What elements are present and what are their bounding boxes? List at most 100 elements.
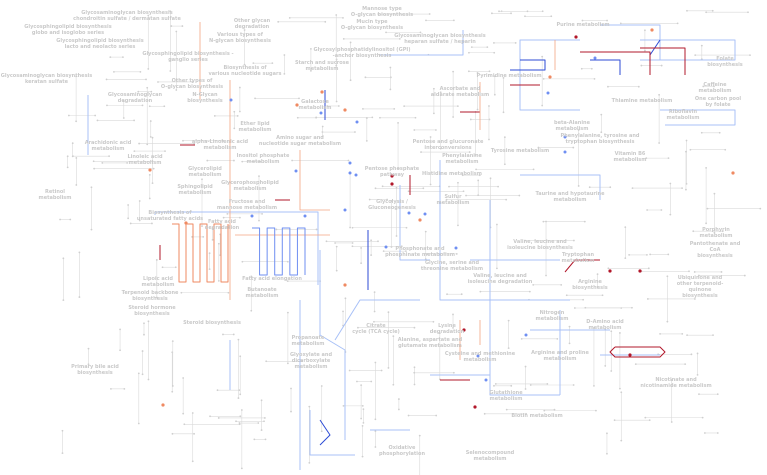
pathway-label[interactable]: Steroid hormone biosynthesis bbox=[128, 305, 176, 317]
compound-node bbox=[700, 131, 703, 134]
pathway-label[interactable]: Tyrosine metabolism bbox=[490, 148, 550, 154]
pathway-label[interactable]: N-Glycan biosynthesis bbox=[187, 92, 223, 104]
pathway-label[interactable]: Propanoate metabolism bbox=[291, 335, 325, 347]
pathway-label[interactable]: Mucin type O-glycan biosynthesis bbox=[340, 19, 404, 32]
compound-node bbox=[183, 423, 186, 426]
pathway-label[interactable]: Glycosaminoglycan degradation bbox=[107, 91, 163, 104]
pathway-label[interactable]: Primary bile acid biosynthesis bbox=[71, 364, 119, 376]
pathway-label[interactable]: Phenylalanine metabolism bbox=[442, 152, 482, 165]
compound-node bbox=[105, 78, 108, 81]
pathway-label[interactable]: Oxidative phosphorylation bbox=[378, 445, 426, 457]
pathway-label[interactable]: Sphingolipid metabolism bbox=[177, 184, 213, 196]
compound-node bbox=[164, 150, 166, 152]
compound-node bbox=[503, 136, 506, 139]
pathway-label[interactable]: Mannose type O-glycan biosynthesis bbox=[350, 5, 414, 18]
pathway-label[interactable]: Glycosaminoglycan biosynthesis keratan s… bbox=[0, 73, 93, 86]
pathway-label[interactable]: Galactose metabolism bbox=[298, 99, 332, 111]
pathway-label[interactable]: Purine metabolism bbox=[556, 22, 610, 28]
pathway-label[interactable]: beta-Alanine metabolism bbox=[554, 119, 590, 132]
pathway-label[interactable]: alpha-Linolenic acid metabolism bbox=[191, 139, 249, 152]
pathway-label[interactable]: Phosphonate and phosphinate metabolism bbox=[385, 245, 455, 258]
pathway-label[interactable]: Glycine, serine and threonine metabolism bbox=[420, 259, 484, 272]
pathway-label[interactable]: Taurine and hypotaurine metabolism bbox=[535, 191, 605, 203]
compound-node bbox=[520, 337, 523, 340]
pathway-label[interactable]: Phenylalanine, tyrosine and tryptophan b… bbox=[560, 133, 640, 146]
pathway-label[interactable]: Ether lipid metabolism bbox=[238, 120, 272, 133]
compound-node bbox=[283, 72, 286, 75]
pathway-label[interactable]: One carbon pool by folate bbox=[694, 95, 742, 108]
pathway-label[interactable]: Valine, leucine and isoleucine biosynthe… bbox=[507, 238, 573, 251]
pathway-label[interactable]: Ascorbate and aldarate metabolism bbox=[430, 86, 490, 98]
compound-node bbox=[373, 310, 376, 313]
pathway-label[interactable]: Butanoate metabolism bbox=[245, 287, 279, 299]
pathway-label[interactable]: Riboflavin metabolism bbox=[666, 109, 700, 122]
pathway-label[interactable]: Glycosylphosphatidylinositol (GPI) -anch… bbox=[313, 46, 411, 59]
pathway-label[interactable]: Arginine and proline metabolism bbox=[531, 350, 589, 362]
pathway-label[interactable]: Ubiquinone and other terpenoid-quinone b… bbox=[676, 275, 724, 299]
pathway-label[interactable]: Linoleic acid metabolism bbox=[127, 153, 163, 166]
pathway-edge-up bbox=[564, 259, 600, 273]
pathway-label[interactable]: Arginine biosynthesis bbox=[572, 279, 608, 291]
pathway-label[interactable]: Glycosaminoglycan biosynthesis heparan s… bbox=[394, 32, 486, 45]
pathway-label[interactable]: Lipoic acid metabolism bbox=[141, 276, 175, 288]
pathway-label[interactable]: Glutathione metabolism bbox=[489, 390, 523, 402]
pathway-label[interactable]: Retinol metabolism bbox=[38, 189, 72, 201]
pathway-label[interactable]: Pentose phosphate pathway bbox=[364, 166, 420, 178]
compound-node bbox=[524, 388, 527, 390]
compound-node bbox=[258, 219, 260, 222]
pathway-label[interactable]: Glycosaminoglycan biosynthesis chondroit… bbox=[73, 10, 181, 23]
pathway-label[interactable]: Thiamine metabolism bbox=[611, 97, 673, 104]
pathway-label[interactable]: Glycolysis / Gluconeogenesis bbox=[368, 199, 416, 211]
pathway-label[interactable]: Pentose and glucuronate interconversions bbox=[412, 139, 484, 152]
compound-node bbox=[94, 114, 97, 117]
pathway-label[interactable]: Histidine metabolism bbox=[422, 171, 482, 177]
pathway-label[interactable]: Nicotinate and nicotinamide metabolism bbox=[640, 377, 712, 389]
pathway-label[interactable]: Tryptophan metabolism bbox=[561, 252, 595, 265]
pathway-label[interactable]: Glycosphingolipid biosynthesis - ganglio… bbox=[142, 51, 234, 64]
pathway-label[interactable]: Other types of O-glycan biosynthesis bbox=[160, 78, 224, 91]
compound-node bbox=[232, 333, 235, 336]
compound-node bbox=[706, 207, 709, 210]
pathway-label[interactable]: Vitamin B6 metabolism bbox=[613, 151, 647, 163]
pathway-label[interactable]: Pyrimidine metabolism bbox=[476, 73, 542, 79]
compound-node bbox=[438, 332, 441, 335]
pathway-label[interactable]: Valine, leucine and isoleucine degradati… bbox=[467, 273, 533, 286]
pathway-label[interactable]: Arachidonic acid metabolism bbox=[84, 140, 132, 153]
pathway-label[interactable]: Biosynthesis of various nucleotide sugar… bbox=[208, 64, 282, 77]
pathway-label[interactable]: Glycosphingolipid biosynthesis lacto and… bbox=[56, 37, 144, 50]
pathway-label[interactable]: Glycerolipid metabolism bbox=[188, 166, 222, 179]
pathway-label[interactable]: Pantothenate and CoA biosynthesis bbox=[689, 240, 741, 259]
pathway-label[interactable]: Alanine, aspartate and glutamate metabol… bbox=[397, 337, 463, 350]
pathway-label[interactable]: Selenocompound metabolism bbox=[465, 450, 515, 462]
pathway-label[interactable]: Cysteine and methionine metabolism bbox=[444, 351, 516, 363]
pathway-label[interactable]: Fructose and mannose metabolism bbox=[216, 199, 278, 211]
compound-node bbox=[548, 75, 552, 79]
pathway-label[interactable]: Terpenoid backbone biosynthesis bbox=[121, 290, 179, 302]
pathway-label[interactable]: Fatty acid degradation bbox=[204, 219, 240, 231]
pathway-label[interactable]: Inositol phosphate metabolism bbox=[236, 153, 290, 166]
pathway-label[interactable]: Biosynthesis of unsaturated fatty acids bbox=[136, 210, 204, 222]
pathway-label[interactable]: D-Amino acid metabolism bbox=[586, 319, 624, 331]
pathway-label[interactable]: Other glycan degradation bbox=[233, 18, 271, 31]
compound-node bbox=[693, 298, 696, 300]
pathway-label[interactable]: Glycosphingolipid biosynthesis globo and… bbox=[24, 23, 112, 36]
pathway-label[interactable]: Citrate cycle (TCA cycle) bbox=[352, 323, 400, 336]
pathway-label[interactable]: Steroid biosynthesis bbox=[183, 320, 241, 326]
pathway-label[interactable]: Caffeine metabolism bbox=[698, 82, 732, 95]
compound-node bbox=[90, 186, 93, 189]
pathway-label[interactable]: Folate biosynthesis bbox=[707, 56, 743, 68]
pathway-label[interactable]: Glyoxylate and dicarboxylate metabolism bbox=[289, 352, 333, 370]
pathway-label[interactable]: Starch and sucrose metabolism bbox=[294, 60, 350, 73]
pathway-label[interactable]: Biotin metabolism bbox=[511, 413, 563, 419]
pathway-label[interactable]: Lysine degradation bbox=[429, 323, 465, 336]
pathway-label[interactable]: Amino sugar and nucleotide sugar metabol… bbox=[258, 134, 342, 147]
pathway-label[interactable]: Porphyrin metabolism bbox=[699, 227, 733, 240]
pathway-label[interactable]: Glycerophospholipid metabolism bbox=[221, 179, 279, 192]
pathway-label[interactable]: Various types of N-glycan biosynthesis bbox=[209, 31, 271, 44]
pathway-label[interactable]: Nitrogen metabolism bbox=[535, 310, 569, 322]
compound-node bbox=[354, 173, 358, 177]
compound-node bbox=[355, 120, 359, 124]
pathway-label[interactable]: Fatty acid elongation bbox=[242, 276, 302, 282]
pathway-label[interactable]: Sulfur metabolism bbox=[436, 194, 470, 206]
